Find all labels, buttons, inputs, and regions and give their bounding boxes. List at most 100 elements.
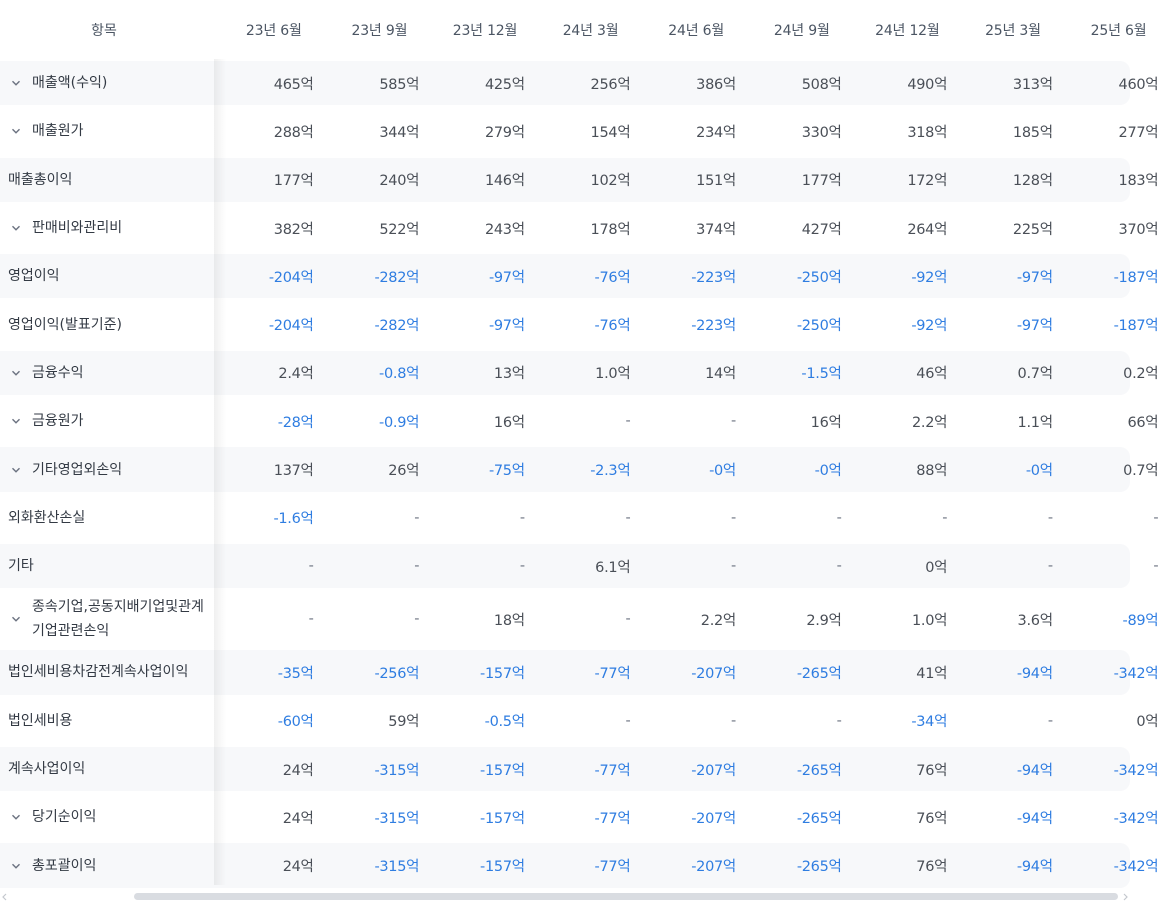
value-cell: 0.2억 bbox=[1123, 366, 1159, 383]
chevron-down-icon[interactable] bbox=[8, 611, 24, 627]
row-label: 외화환산손실 bbox=[8, 509, 86, 526]
value-cell: -0억 bbox=[814, 463, 842, 480]
scroll-right-arrow-icon[interactable] bbox=[1120, 891, 1130, 903]
table-row[interactable]: 종속기업,공동지배기업및관계기업관련손익 - - 18억 - 2.2억 2.9억 1.0억 3.… bbox=[0, 590, 1159, 648]
value-cell: 41억 bbox=[916, 665, 948, 682]
row-label-cell[interactable]: 매출원가 bbox=[0, 107, 214, 155]
value-cell: - bbox=[1047, 558, 1053, 575]
value-cell: 137억 bbox=[273, 463, 314, 480]
value-cell: 88억 bbox=[916, 463, 948, 480]
table-header-row: 항목 23년 6월 23년 9월 23년 12월 24년 3월 24년 6월 2… bbox=[0, 0, 1146, 59]
value-cell: - bbox=[1047, 509, 1053, 526]
chevron-down-icon[interactable] bbox=[8, 809, 24, 825]
value-cell: 183억 bbox=[1118, 173, 1159, 190]
value-cell: - bbox=[836, 712, 842, 729]
row-label: 영업이익 bbox=[8, 268, 60, 285]
value-cell: - bbox=[625, 413, 631, 430]
table-body: 매출액(수익) 465억 585억 425억 256억 386억 508억 490억 313억 4… bbox=[0, 59, 1159, 890]
value-cell: 234억 bbox=[696, 124, 736, 141]
horizontal-scrollbar[interactable] bbox=[0, 890, 1130, 904]
value-cell: -315억 bbox=[374, 810, 420, 827]
table-row[interactable]: 당기순이익 24억 -315억 -157억 -77억 -207억 -265억 76억 -94억 -… bbox=[0, 793, 1159, 841]
value-cell: -204억 bbox=[268, 269, 314, 286]
chevron-down-icon[interactable] bbox=[8, 365, 24, 381]
scroll-left-arrow-icon[interactable] bbox=[0, 891, 10, 903]
value-cell: -77억 bbox=[594, 859, 631, 876]
value-cell: -223억 bbox=[691, 269, 736, 286]
row-label-cell[interactable]: 금융원가 bbox=[0, 397, 214, 445]
table-row[interactable]: 매출액(수익) 465억 585억 425억 256억 386억 508억 490억 313억 4… bbox=[0, 59, 1159, 107]
value-cell: - bbox=[1047, 712, 1053, 729]
value-cell: 585억 bbox=[379, 76, 420, 93]
value-cell: -97억 bbox=[488, 318, 525, 335]
value-cell: 24억 bbox=[282, 810, 314, 827]
value-cell: -265억 bbox=[796, 665, 842, 682]
value-cell: -256억 bbox=[374, 665, 420, 682]
table-row: 기타 - - - 6.1억 - - 0억 - - bbox=[0, 542, 1159, 590]
row-label: 계속사업이익 bbox=[8, 761, 86, 777]
chevron-down-icon[interactable] bbox=[8, 75, 24, 91]
header-item-label: 항목 bbox=[91, 22, 117, 39]
value-cell: -97억 bbox=[488, 269, 525, 286]
value-cell: 151억 bbox=[696, 173, 736, 190]
value-cell: 0억 bbox=[925, 559, 948, 576]
chevron-down-icon[interactable] bbox=[8, 462, 24, 478]
chevron-down-icon[interactable] bbox=[8, 413, 24, 429]
value-cell: 2.2억 bbox=[700, 612, 737, 629]
value-cell: 277억 bbox=[1118, 124, 1159, 141]
row-label-cell[interactable]: 판매비와관리비 bbox=[0, 204, 214, 252]
value-cell: -342억 bbox=[1113, 762, 1159, 779]
value-cell: 522억 bbox=[379, 221, 420, 238]
chevron-down-icon[interactable] bbox=[8, 858, 24, 874]
value-cell: 46억 bbox=[916, 366, 948, 383]
value-cell: - bbox=[1153, 558, 1159, 575]
value-cell: 16억 bbox=[810, 414, 842, 431]
row-label-cell: 법인세비용 bbox=[0, 697, 214, 745]
row-label: 판매비와관리비 bbox=[32, 220, 123, 237]
value-cell: - bbox=[414, 509, 420, 526]
value-cell: -0.9억 bbox=[379, 414, 420, 431]
value-cell: - bbox=[308, 611, 314, 628]
value-cell: -77억 bbox=[594, 810, 631, 827]
scrollbar-thumb[interactable] bbox=[134, 893, 1118, 900]
row-label-cell[interactable]: 금융수익 bbox=[0, 349, 214, 397]
table-row[interactable]: 금융원가 -28억 -0.9억 16억 - - 16억 2.2억 1.1억 66억 bbox=[0, 397, 1159, 445]
value-cell: -223억 bbox=[691, 318, 736, 335]
table-row: 외화환산손실 -1.6억 - - - - - - - - bbox=[0, 494, 1159, 542]
value-cell: 59억 bbox=[388, 714, 420, 731]
value-cell: - bbox=[414, 558, 420, 575]
value-cell: -92억 bbox=[911, 269, 948, 286]
header-period: 25년 6월 bbox=[1090, 22, 1147, 39]
row-label-cell[interactable]: 기타영업외손익 bbox=[0, 445, 214, 493]
header-period: 24년 6월 bbox=[668, 22, 725, 39]
value-cell: 330억 bbox=[801, 124, 842, 141]
table-row: 법인세비용차감전계속사업이익 -35억 -256억 -157억 -77억 -207억 -26… bbox=[0, 648, 1159, 696]
table-row[interactable]: 매출원가 288억 344억 279억 154억 234억 330억 318억 185억 277억 bbox=[0, 107, 1159, 155]
value-cell: 178억 bbox=[590, 221, 631, 238]
value-cell: - bbox=[625, 712, 631, 729]
value-cell: - bbox=[519, 558, 525, 575]
chevron-down-icon[interactable] bbox=[8, 220, 24, 236]
row-label-cell[interactable]: 총포괄이익 bbox=[0, 841, 214, 889]
table-row: 영업이익 -204억 -282억 -97억 -76억 -223억 -250억 -92억 -97억… bbox=[0, 252, 1159, 300]
row-label-cell[interactable]: 매출액(수익) bbox=[0, 59, 214, 107]
value-cell: -89억 bbox=[1122, 612, 1159, 629]
value-cell: - bbox=[625, 611, 631, 628]
value-cell: - bbox=[731, 712, 736, 729]
value-cell: 14억 bbox=[705, 366, 736, 383]
value-cell: 128억 bbox=[1012, 173, 1053, 190]
table-row[interactable]: 금융수익 2.4억 -0.8억 13억 1.0억 14억 -1.5억 46억 0.7억 0.2억 bbox=[0, 349, 1159, 397]
row-label-cell[interactable]: 당기순이익 bbox=[0, 793, 214, 841]
value-cell: 24억 bbox=[282, 859, 314, 876]
table-row[interactable]: 판매비와관리비 382억 522억 243억 178억 374억 427억 264억 225억 3… bbox=[0, 204, 1159, 252]
chevron-down-icon[interactable] bbox=[8, 123, 24, 139]
value-cell: - bbox=[731, 558, 736, 575]
table-row[interactable]: 총포괄이익 24억 -315억 -157억 -77억 -207억 -265억 76억 -94억 -… bbox=[0, 841, 1159, 889]
value-cell: 1.1억 bbox=[1017, 414, 1054, 431]
table-row[interactable]: 기타영업외손익 137억 26억 -75억 -2.3억 -0억 -0억 88억 -0억 0.7억 bbox=[0, 445, 1159, 493]
value-cell: 102억 bbox=[590, 173, 631, 190]
value-cell: - bbox=[1153, 509, 1159, 526]
value-cell: -97억 bbox=[1016, 318, 1053, 335]
value-cell: 6.1억 bbox=[595, 559, 631, 576]
row-label-cell[interactable]: 종속기업,공동지배기업및관계기업관련손익 bbox=[0, 590, 214, 648]
